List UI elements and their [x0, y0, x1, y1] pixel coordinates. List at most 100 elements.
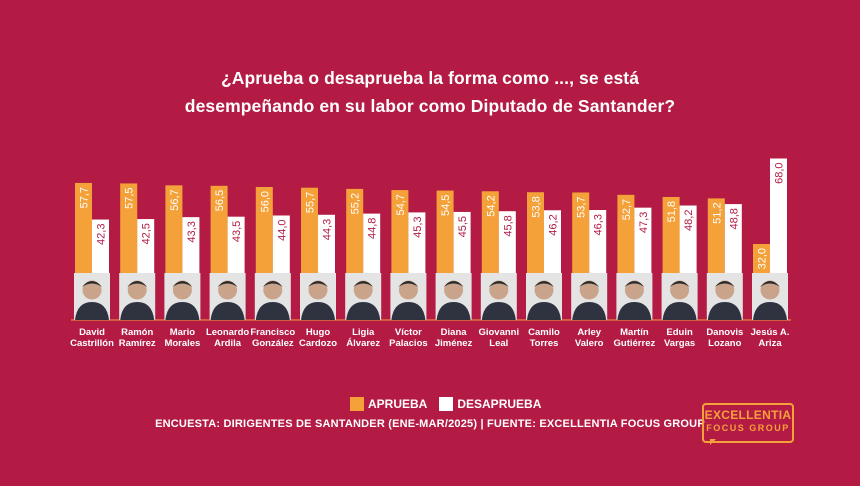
tick-label-last-name: Vargas — [664, 338, 695, 349]
avatar-shoulders — [662, 302, 697, 320]
avatar-shoulders — [210, 302, 245, 320]
data-label-approve: 56,0 — [259, 191, 271, 212]
data-label-disapprove: 68,0 — [774, 163, 786, 184]
tick-label-last-name: Ardila — [214, 338, 242, 349]
avatar-face — [218, 280, 238, 300]
tick-label-first-name: Leonardo — [206, 327, 249, 338]
avatar-hair — [669, 281, 690, 287]
avatar-shoulders — [75, 302, 109, 320]
avatar-face — [624, 280, 644, 300]
data-label-approve: 53,7 — [576, 196, 588, 217]
data-label-approve: 55,2 — [350, 193, 362, 214]
data-label-approve: 56,7 — [169, 189, 181, 210]
data-label-approve: 57,7 — [79, 187, 91, 208]
avatar-shoulders — [481, 302, 516, 320]
data-label-disapprove: 42,5 — [141, 223, 153, 244]
tick-label-first-name: Diana — [441, 327, 468, 338]
title-line-2: desempeñando en su labor como Diputado d… — [184, 96, 676, 116]
avatar-shoulders — [617, 302, 652, 320]
avatar-face — [715, 280, 735, 300]
data-label-disapprove: 43,3 — [186, 221, 198, 242]
avatar-hair — [217, 281, 238, 287]
avatar-hair — [398, 281, 419, 287]
avatar-shoulders — [527, 302, 561, 320]
avatar-hair — [443, 281, 464, 287]
tick-label-last-name: Leal — [489, 338, 508, 349]
data-label-disapprove: 45,8 — [502, 215, 514, 236]
tick-label-first-name: David — [79, 327, 105, 338]
tick-label-first-name: Ligia — [352, 327, 375, 338]
title-line-1: ¿Aprueba o desaprueba la forma como ...,… — [220, 68, 640, 88]
legend: APRUEBA DESAPRUEBA — [350, 397, 541, 411]
avatar-shoulders — [165, 302, 200, 320]
data-label-disapprove: 44,3 — [322, 219, 334, 240]
data-label-approve: 54,2 — [485, 195, 497, 216]
data-label-approve: 52,7 — [621, 199, 633, 220]
data-label-approve: 54,7 — [395, 194, 407, 215]
tick-label-first-name: Ramón — [121, 327, 153, 338]
tick-label-first-name: Camilo — [528, 327, 560, 338]
avatar-face — [534, 280, 554, 300]
avatar-shoulders — [391, 302, 426, 320]
tick-label-first-name: Hugo — [306, 327, 330, 338]
tick-label-last-name: Cardozo — [299, 338, 337, 349]
logo-line-2: FOCUS GROUP — [706, 423, 790, 433]
avatar-shoulders — [120, 302, 155, 320]
data-label-approve: 51,2 — [711, 202, 723, 223]
tick-label-first-name: Víctor — [395, 327, 422, 338]
tick-label-first-name: Arley — [577, 327, 601, 338]
chart-title: ¿Aprueba o desaprueba la forma como ...,… — [0, 64, 860, 120]
avatar-face — [263, 280, 283, 300]
tick-label-last-name: Palacios — [389, 338, 428, 349]
avatar-face — [444, 280, 464, 300]
avatar-face — [579, 280, 599, 300]
avatar-shoulders — [301, 302, 335, 320]
avatar-shoulders — [255, 302, 290, 320]
tick-label-last-name: Lozano — [708, 338, 741, 349]
tick-label-last-name: Ariza — [758, 338, 782, 349]
avatar-face — [670, 280, 690, 300]
avatar-hair — [353, 281, 374, 287]
avatar-face — [308, 280, 328, 300]
avatar-hair — [534, 281, 554, 287]
avatar-shoulders — [346, 302, 381, 320]
tick-label-first-name: Eduin — [666, 327, 693, 338]
tick-label-last-name: Torres — [530, 338, 559, 349]
data-label-approve: 32,0 — [757, 248, 769, 269]
legend-label-disapprove: DESAPRUEBA — [457, 397, 542, 411]
tick-label-last-name: Ramírez — [119, 338, 156, 349]
avatar-face — [398, 280, 418, 300]
tick-label-first-name: Giovanni — [478, 327, 519, 338]
logo-line-1: EXCELLENTIA — [704, 408, 792, 422]
avatar-hair — [262, 281, 283, 287]
data-label-approve: 51,8 — [666, 201, 678, 222]
data-label-disapprove: 42,3 — [96, 224, 108, 245]
avatar-hair — [760, 281, 780, 287]
data-label-disapprove: 47,3 — [638, 212, 650, 233]
avatar-shoulders — [753, 302, 787, 320]
tick-label-last-name: Jiménez — [435, 338, 473, 349]
data-label-approve: 57,5 — [124, 187, 136, 208]
legend-label-approve: APRUEBA — [368, 397, 428, 411]
avatar-face — [489, 280, 509, 300]
avatar-hair — [127, 281, 148, 287]
legend-swatch-disapprove — [439, 397, 454, 411]
tick-label-last-name: Valero — [575, 338, 604, 349]
tick-label-first-name: Mario — [170, 327, 196, 338]
avatar-face — [82, 280, 102, 300]
legend-swatch-approve — [350, 397, 364, 411]
data-label-approve: 56,5 — [214, 190, 226, 211]
data-label-disapprove: 45,3 — [412, 216, 424, 237]
data-label-disapprove: 44,0 — [276, 220, 288, 241]
tick-label-first-name: Danovis — [706, 327, 743, 338]
avatar-face — [127, 280, 147, 300]
data-label-disapprove: 45,5 — [457, 216, 469, 237]
avatar-shoulders — [707, 302, 742, 320]
data-label-approve: 53,8 — [531, 196, 543, 217]
tick-label-last-name: Morales — [164, 338, 200, 349]
tick-label-last-name: Castrillón — [70, 338, 114, 349]
avatar-face — [172, 280, 192, 300]
data-label-approve: 55,7 — [305, 192, 317, 213]
tick-label-last-name: Gutiérrez — [614, 338, 656, 349]
